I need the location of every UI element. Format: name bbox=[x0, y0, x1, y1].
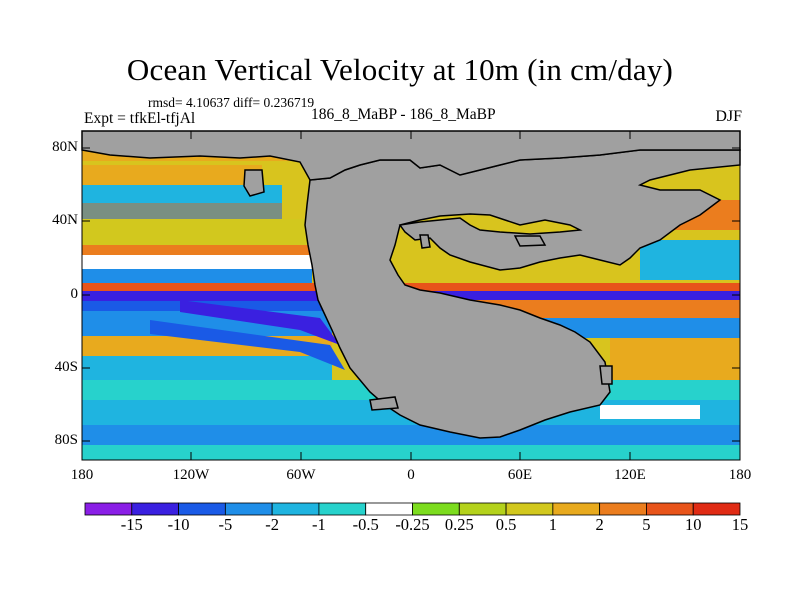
colorbar-swatch bbox=[646, 502, 694, 516]
colorbar-swatch bbox=[271, 502, 320, 516]
colorbar-label: 1 bbox=[548, 515, 557, 534]
y-tick-label: 80N bbox=[52, 139, 78, 155]
colorbar-swatch bbox=[412, 502, 460, 516]
colorbar-label: 15 bbox=[731, 515, 749, 534]
y-tick-label: 40N bbox=[52, 212, 78, 228]
chart-title: Ocean Vertical Velocity at 10m (in cm/da… bbox=[126, 52, 674, 87]
colorbar-swatch bbox=[552, 502, 601, 516]
season-label: DJF bbox=[715, 108, 742, 125]
colorbar-label: 0.5 bbox=[495, 515, 517, 534]
colorbar-label: -1 bbox=[312, 515, 326, 534]
land-mass bbox=[81, 130, 741, 439]
colorbar-label: -5 bbox=[218, 515, 233, 534]
colorbar-swatch bbox=[599, 502, 647, 516]
colorbar-swatch bbox=[224, 502, 273, 516]
colorbar-label: 2 bbox=[595, 515, 604, 534]
colorbar-swatch bbox=[318, 502, 367, 516]
colorbar-label: -2 bbox=[265, 515, 280, 534]
stats-text: rmsd= 4.10637 diff= 0.236719 bbox=[148, 95, 315, 110]
y-tick-label: 0 bbox=[70, 286, 79, 302]
colorbar-swatch bbox=[365, 502, 413, 516]
colorbar-swatch bbox=[84, 502, 133, 516]
colorbar-label: -10 bbox=[167, 515, 190, 534]
colorbar-label: 0.25 bbox=[444, 515, 474, 534]
x-tick-label: 60W bbox=[286, 467, 316, 483]
x-tick-label: 60E bbox=[507, 467, 533, 483]
x-tick-label: 180 bbox=[70, 467, 94, 483]
y-tick-label: 40S bbox=[54, 359, 78, 375]
experiment-label: Expt = tfkEl-tfjAl bbox=[84, 110, 196, 127]
colorbar-label: 10 bbox=[684, 515, 702, 534]
x-tick-label: 120W bbox=[172, 467, 210, 483]
colorbar-label: -0.5 bbox=[352, 515, 379, 534]
colorbar-swatch bbox=[458, 502, 507, 516]
colorbar-label: -0.25 bbox=[395, 515, 430, 534]
colorbar-swatch bbox=[692, 502, 741, 516]
colorbar-swatch bbox=[505, 502, 554, 516]
y-tick-label: 80S bbox=[54, 432, 78, 448]
x-tick-label: 0 bbox=[407, 467, 415, 483]
colorbar-label: -15 bbox=[120, 515, 143, 534]
x-tick-label: 180 bbox=[728, 467, 752, 483]
x-tick-label: 120E bbox=[614, 467, 646, 483]
colorbar-swatch bbox=[131, 502, 179, 516]
colorbar-label: 5 bbox=[642, 515, 651, 534]
difference-label: 186_8_MaBP - 186_8_MaBP bbox=[311, 106, 496, 123]
axis-ticks bbox=[81, 131, 741, 460]
colorbar-swatch bbox=[178, 502, 226, 516]
